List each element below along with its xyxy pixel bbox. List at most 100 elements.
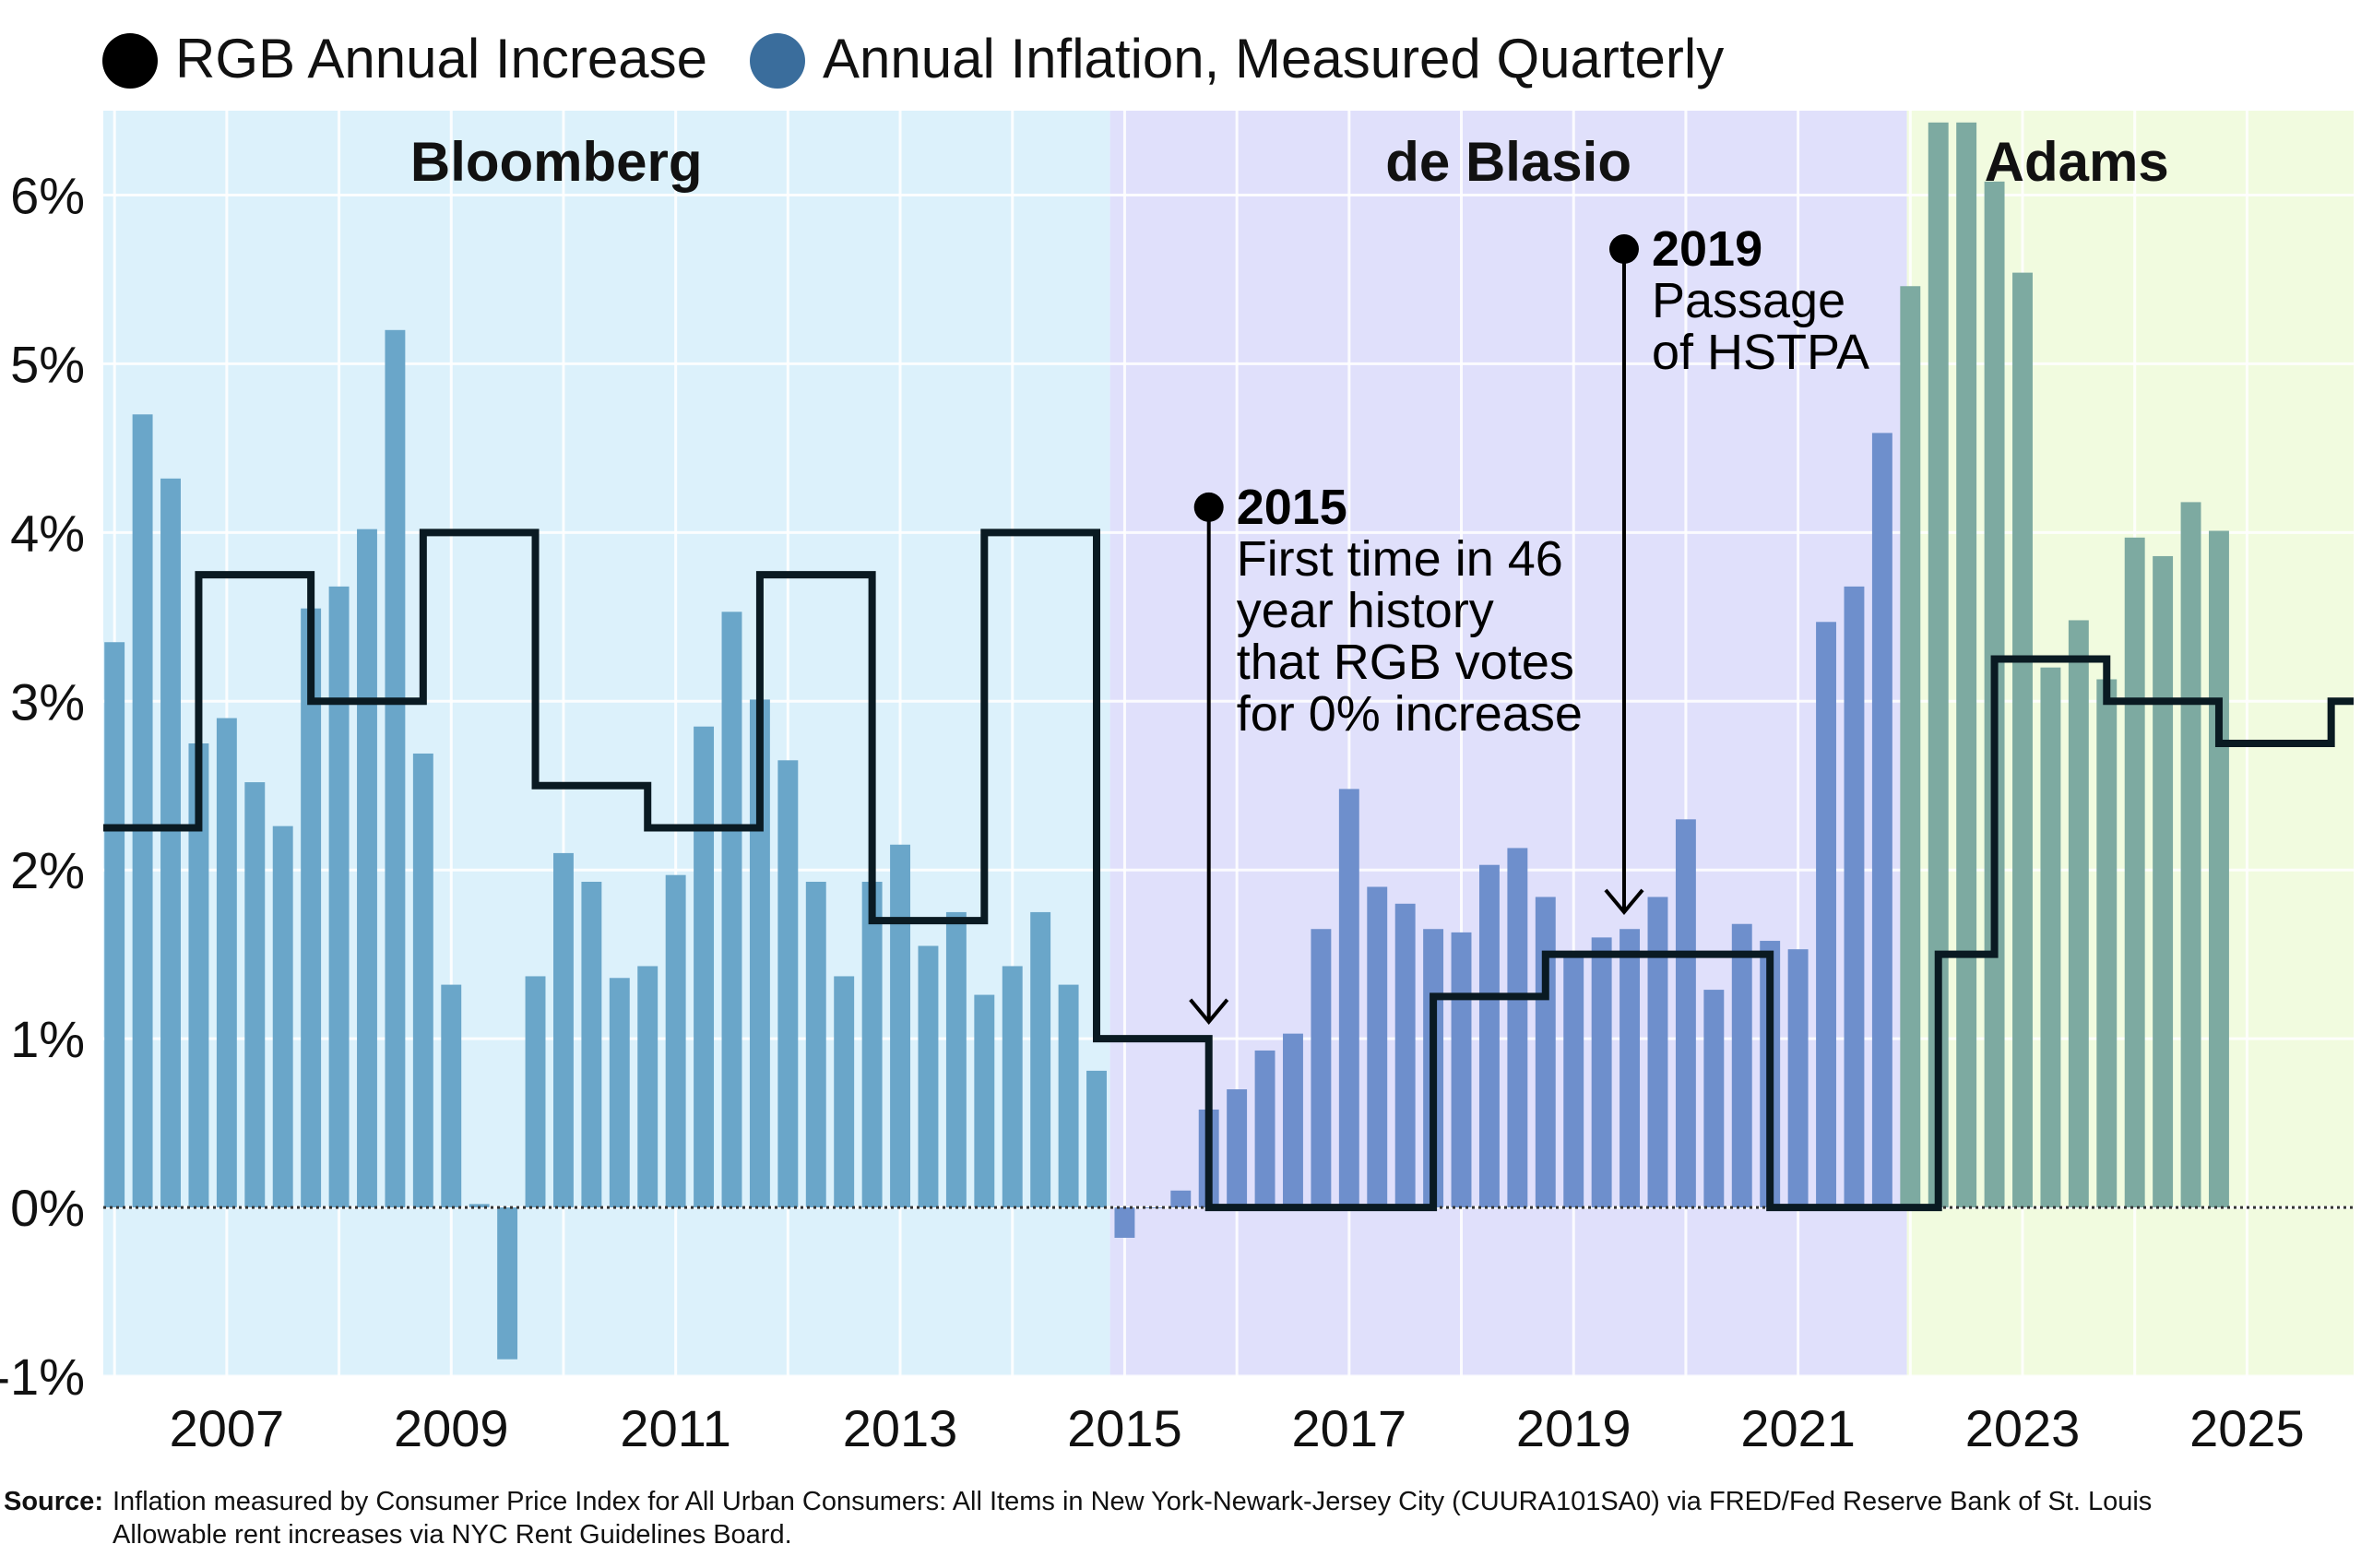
- y-tick-label: 5%: [10, 335, 85, 393]
- annotation-arrow-head: [1604, 888, 1644, 916]
- x-tick-label: 2013: [843, 1399, 958, 1457]
- inflation-bar: [721, 612, 742, 1208]
- inflation-bar: [945, 911, 967, 1208]
- inflation-bar: [581, 882, 602, 1208]
- inflation-bar: [1338, 789, 1359, 1208]
- x-tick-label: 2007: [170, 1399, 285, 1457]
- inflation-bar: [441, 984, 462, 1208]
- x-tick-label: 2015: [1067, 1399, 1182, 1457]
- inflation-bar: [244, 782, 266, 1208]
- inflation-bar: [1030, 911, 1051, 1208]
- x-tick-label: 2023: [1965, 1399, 2081, 1457]
- inflation-bar: [2040, 667, 2061, 1208]
- inflation-bar: [1394, 903, 1416, 1208]
- inflation-bar: [553, 852, 574, 1208]
- y-tick-label: 3%: [10, 672, 85, 731]
- inflation-bar: [1002, 966, 1023, 1208]
- inflation-bar: [1844, 586, 1865, 1208]
- annotation-line: Passage: [1652, 273, 1845, 328]
- inflation-bar: [2124, 537, 2145, 1208]
- legend-label-rgb: RGB Annual Increase: [175, 28, 707, 89]
- annotation-line: year history: [1237, 583, 1494, 638]
- y-tick-label: 4%: [10, 504, 85, 562]
- y-tick-label: 1%: [10, 1010, 85, 1068]
- inflation-bar: [2209, 530, 2229, 1208]
- inflation-bar: [1142, 1207, 1163, 1209]
- y-tick-label: 2%: [10, 841, 85, 899]
- inflation-bar: [272, 826, 293, 1208]
- x-tick-label: 2025: [2189, 1399, 2305, 1457]
- legend-swatch-rgb: [102, 33, 158, 89]
- y-tick-label: -1%: [0, 1348, 85, 1406]
- inflation-bar: [1254, 1050, 1275, 1208]
- annotation-arrow-head: [1189, 998, 1229, 1025]
- inflation-bar: [1535, 897, 1556, 1208]
- inflation-bar: [1619, 929, 1641, 1208]
- source-text: Inflation measured by Consumer Price Ind…: [113, 1485, 2152, 1551]
- inflation-bar: [2096, 679, 2118, 1208]
- inflation-bar: [1900, 286, 1921, 1208]
- inflation-bar: [104, 642, 125, 1208]
- x-tick-label: 2017: [1292, 1399, 1407, 1457]
- inflation-bar: [1647, 897, 1668, 1208]
- inflation-bar: [1227, 1089, 1248, 1208]
- administration-backgrounds: [103, 111, 2354, 1376]
- inflation-bar: [1787, 949, 1809, 1208]
- y-tick-label: 0%: [10, 1179, 85, 1237]
- inflation-bar: [805, 882, 826, 1208]
- y-tick-label: 6%: [10, 166, 85, 224]
- inflation-bar: [301, 608, 322, 1208]
- source-label: Source:: [4, 1487, 103, 1516]
- admin-label: de Blasio: [1385, 131, 1631, 193]
- annotation-title: 2015: [1237, 480, 1347, 535]
- administration-labels: Bloomberg de Blasio Adams: [410, 131, 2169, 193]
- inflation-bar: [694, 726, 715, 1208]
- inflation-bar: [160, 478, 181, 1208]
- inflation-bar: [974, 994, 995, 1208]
- x-axis-tick-labels: 2007 2009 2011 2013 2015 2017 2019 2021 2023 2025: [170, 1399, 2305, 1457]
- annotation-dot: [1193, 492, 1224, 522]
- inflation-bar: [1478, 864, 1500, 1208]
- inflation-bar: [188, 743, 209, 1208]
- inflation-bar: [385, 329, 406, 1208]
- inflation-bar: [1816, 622, 1836, 1208]
- inflation-bar: [1563, 957, 1584, 1208]
- x-tick-label: 2009: [394, 1399, 509, 1457]
- inflation-bar: [1170, 1190, 1192, 1208]
- annotation-line: First time in 46: [1237, 531, 1563, 587]
- inflation-bar: [497, 1207, 518, 1360]
- annotation-line: that RGB votes: [1237, 635, 1574, 690]
- rgb-step-line: [103, 529, 2354, 1212]
- annotation-line: for 0% increase: [1237, 686, 1583, 742]
- inflation-bar: [525, 976, 546, 1208]
- inflation-bar: [1283, 1033, 1303, 1208]
- x-tick-label: 2019: [1516, 1399, 1631, 1457]
- x-tick-label: 2011: [620, 1399, 730, 1457]
- admin-label: Bloomberg: [410, 131, 703, 193]
- inflation-bar: [1956, 122, 1977, 1208]
- inflation-bar: [2180, 502, 2201, 1208]
- legend-swatch-inflation: [750, 33, 805, 89]
- inflation-bar: [665, 874, 686, 1208]
- annotation-title: 2019: [1652, 221, 1762, 277]
- inflation-bar: [328, 586, 350, 1208]
- source-line: Allowable rent increases via NYC Rent Gu…: [113, 1520, 792, 1550]
- annotation-line: of HSTPA: [1652, 325, 1869, 380]
- inflation-bar: [412, 753, 433, 1208]
- inflation-bar: [1871, 433, 1892, 1208]
- inflation-bar: [1703, 990, 1725, 1208]
- inflation-bar: [1591, 937, 1612, 1208]
- inflation-bar: [469, 1204, 490, 1208]
- x-tick-label: 2021: [1740, 1399, 1856, 1457]
- inflation-bar: [1367, 886, 1388, 1208]
- inflation-bar: [890, 844, 910, 1208]
- inflation-bar: [357, 529, 377, 1208]
- inflation-bar: [216, 718, 237, 1208]
- inflation-bar: [1086, 1070, 1107, 1208]
- y-axis-tick-labels: -1% 0% 1% 2% 3% 4% 5% 6%: [0, 166, 85, 1406]
- inflation-bar: [1507, 848, 1528, 1208]
- annotation-dot: [1608, 234, 1639, 265]
- inflation-bar: [609, 978, 630, 1208]
